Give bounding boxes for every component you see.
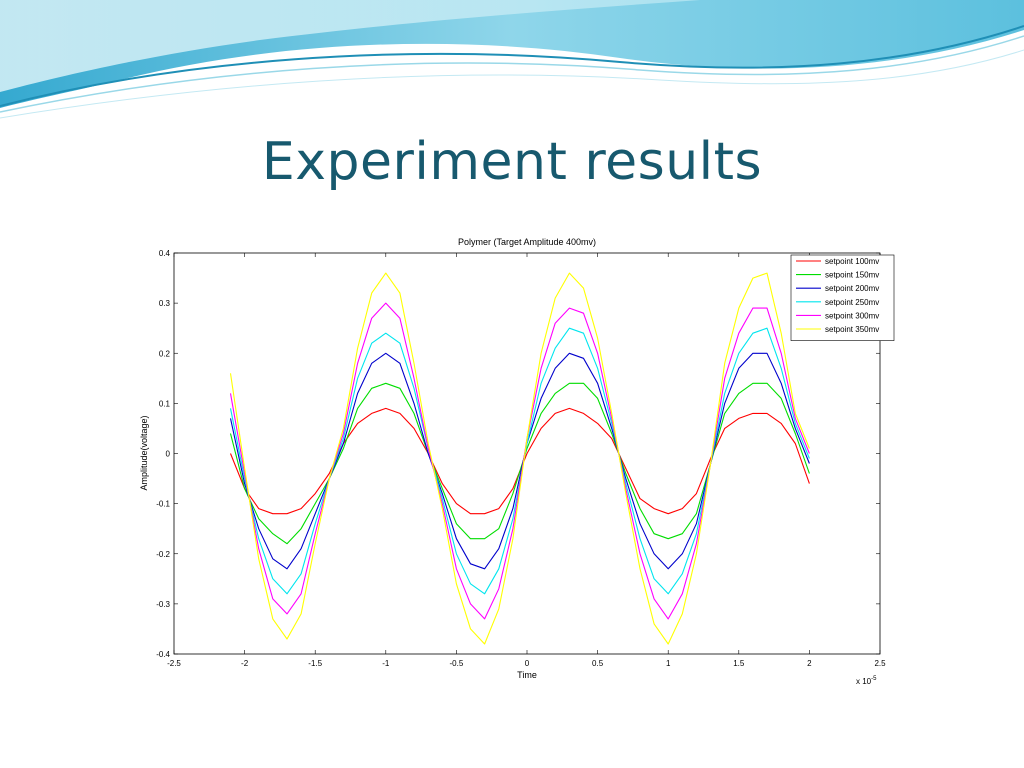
y-axis: -0.4 -0.3 -0.2 -0.1 0 0.1 0.2 0.3 0.4 — [156, 249, 880, 659]
legend-entry-label: setpoint 100mv — [825, 257, 879, 266]
x-scale-factor: x 10-5 — [856, 676, 877, 686]
y-tick-label: 0.2 — [159, 349, 171, 358]
series-lines — [229, 272, 810, 645]
x-tick-label: 1.5 — [733, 659, 745, 668]
chart-title: Polymer (Target Amplitude 400mv) — [458, 237, 596, 247]
legend: setpoint 100mv setpoint 150mv setpoint 200… — [790, 254, 895, 341]
y-axis-label: Amplitude(voltage) — [139, 415, 149, 490]
x-axis-label: Time — [517, 670, 537, 680]
x-tick-label: -1 — [382, 659, 390, 668]
y-tick-label: -0.1 — [156, 500, 170, 509]
legend-box — [790, 254, 895, 341]
y-tick-label: 0.4 — [159, 249, 171, 258]
line-chart: Polymer (Target Amplitude 400mv) -2.5 -2-… — [139, 237, 895, 686]
x-scale-factor-base: x 10 — [856, 677, 872, 686]
x-tick-label: -0.5 — [450, 659, 464, 668]
legend-entry-label: setpoint 200mv — [825, 284, 879, 293]
series-line — [229, 272, 810, 645]
x-axis: -2.5 -2 -1.5 -1 -0.5 0 0.5 1 1.5 2 2.5 — [167, 253, 886, 668]
slide-title: Experiment results — [261, 132, 763, 192]
x-tick-label: 0.5 — [592, 659, 604, 668]
y-tick-label: -0.3 — [156, 600, 170, 609]
y-tick-label: -0.4 — [156, 650, 170, 659]
x-tick-label: 1 — [666, 659, 671, 668]
x-tick-label: -2.5 — [167, 659, 181, 668]
y-tick-label: 0.3 — [159, 299, 171, 308]
x-tick-label: -2 — [241, 659, 249, 668]
y-tick-label: 0.1 — [159, 399, 171, 408]
x-tick-label: 2 — [807, 659, 812, 668]
legend-entry-label: setpoint 150mv — [825, 271, 879, 280]
legend-entry-label: setpoint 350mv — [825, 325, 879, 334]
x-tick-label: -1.5 — [308, 659, 322, 668]
legend-entry-label: setpoint 300mv — [825, 311, 879, 320]
y-tick-label: -0.2 — [156, 550, 170, 559]
x-scale-factor-exponent: -5 — [871, 676, 877, 682]
x-tick-label: 2.5 — [874, 659, 886, 668]
x-tick-label: 0 — [525, 659, 530, 668]
figure-panel: Polymer (Target Amplitude 400mv) -2.5 -2-… — [56, 214, 968, 708]
y-tick-label: 0 — [166, 450, 171, 459]
legend-entry-label: setpoint 250mv — [825, 298, 879, 307]
